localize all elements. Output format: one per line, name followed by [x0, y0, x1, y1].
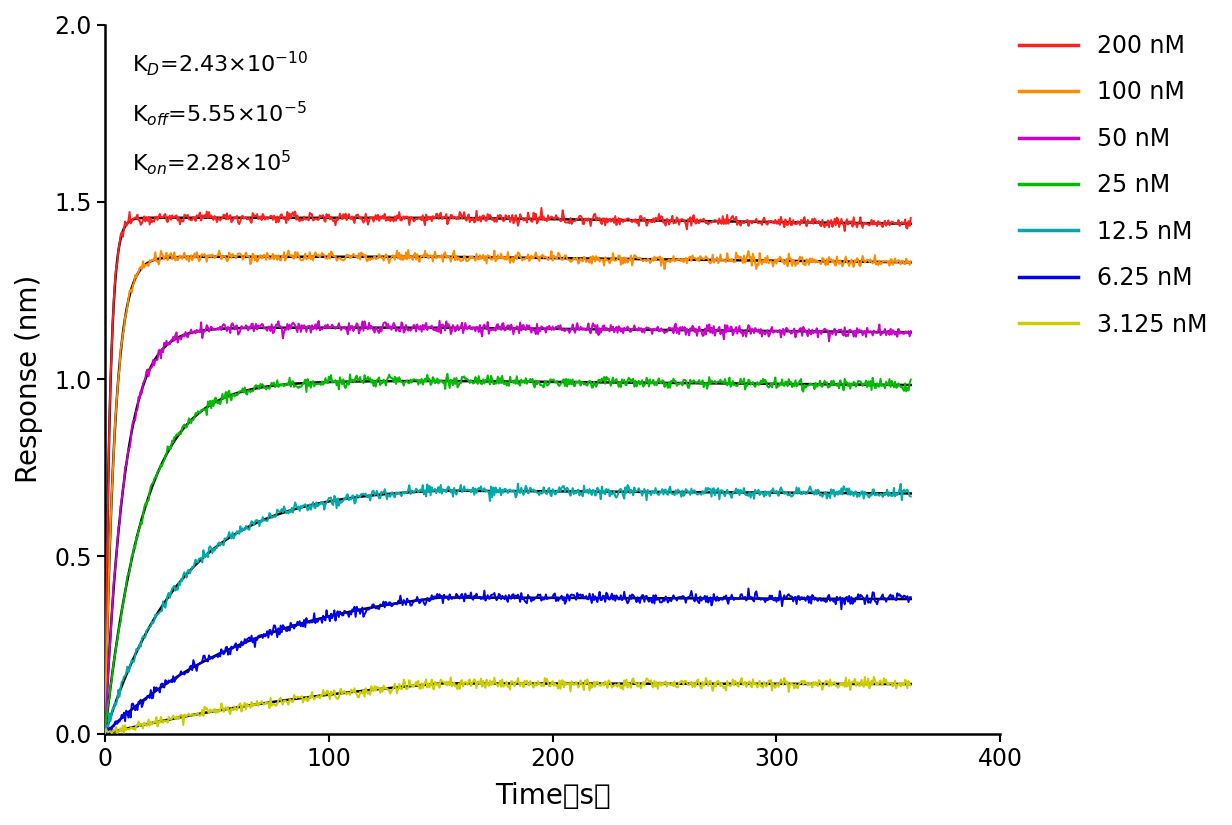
Legend: 200 nM, 100 nM, 50 nM, 25 nM, 12.5 nM, 6.25 nM, 3.125 nM: 200 nM, 100 nM, 50 nM, 25 nM, 12.5 nM, 6…: [1009, 25, 1216, 346]
Text: K$_D$=2.43×10$^{-10}$: K$_D$=2.43×10$^{-10}$: [132, 50, 308, 78]
Text: K$_{on}$=2.28×10$^5$: K$_{on}$=2.28×10$^5$: [132, 148, 291, 177]
Y-axis label: Response (nm): Response (nm): [15, 275, 43, 483]
X-axis label: Time（s）: Time（s）: [495, 782, 610, 810]
Text: K$_{off}$=5.55×10$^{-5}$: K$_{off}$=5.55×10$^{-5}$: [132, 99, 307, 128]
